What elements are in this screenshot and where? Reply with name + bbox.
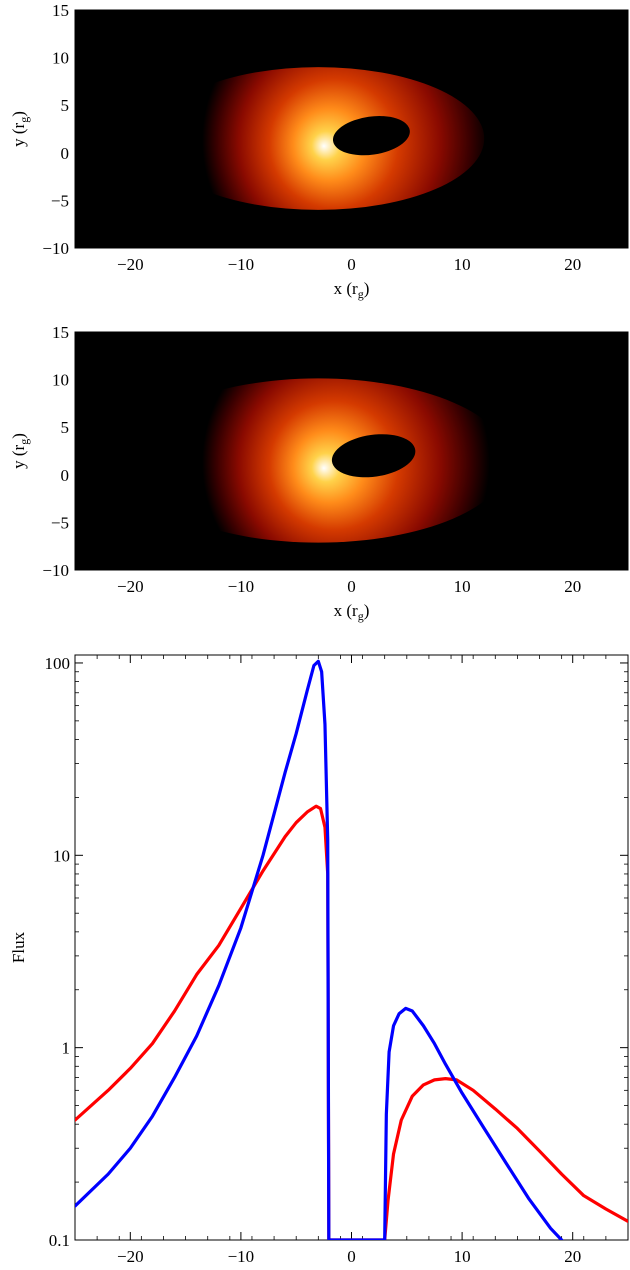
x-tick-label: 0 xyxy=(347,577,356,596)
y-tick-label: 0.1 xyxy=(49,1231,70,1250)
x-axis-label-close: ) xyxy=(364,601,370,620)
x-tick-label: 20 xyxy=(564,577,581,596)
y-axis-label-sub: g xyxy=(17,439,31,445)
y-tick-label: 0 xyxy=(61,466,70,485)
y-axis-label-text: y (r xyxy=(9,122,28,146)
x-axis-label-close: ) xyxy=(364,279,370,298)
y-axis-label-close: ) xyxy=(9,433,28,439)
y-tick-label: 10 xyxy=(52,49,69,68)
emission-glow xyxy=(152,67,485,210)
x-axis-label-sub: g xyxy=(358,609,364,623)
y-axis-label-text: Flux xyxy=(9,931,28,963)
y-axis-label: y (rg) xyxy=(9,433,31,469)
x-tick-label: −20 xyxy=(117,1247,144,1266)
axes-frame xyxy=(74,654,629,1241)
y-tick-label: 5 xyxy=(61,96,70,115)
x-tick-label: 10 xyxy=(454,577,471,596)
y-axis-label: Flux xyxy=(9,931,28,963)
y-tick-label: 15 xyxy=(52,1,69,20)
x-tick-label: 20 xyxy=(564,1247,581,1266)
y-axis-label-text: y (r xyxy=(9,444,28,468)
y-axis-label-close: ) xyxy=(9,111,28,117)
x-axis-label-sub: g xyxy=(358,287,364,301)
x-tick-label: −20 xyxy=(117,577,144,596)
black-hole-shadow xyxy=(332,116,410,156)
y-axis-label: y (rg) xyxy=(9,111,31,147)
y-axis-label-sub: g xyxy=(17,117,31,123)
x-axis-label-text: x (r xyxy=(334,601,358,620)
black-hole-shadow xyxy=(331,434,416,478)
series-line-blue xyxy=(75,659,564,1240)
x-tick-label: 20 xyxy=(564,255,581,274)
series-line-red xyxy=(75,804,628,1240)
y-tick-label: −5 xyxy=(51,191,69,210)
y-tick-label: 10 xyxy=(53,846,70,865)
x-axis-label: x (rg) xyxy=(334,601,370,623)
x-tick-label: 0 xyxy=(347,1247,356,1266)
y-tick-label: −10 xyxy=(42,561,69,580)
series-group xyxy=(75,659,628,1240)
y-tick-label: −10 xyxy=(42,239,69,258)
x-axis-label: x (rg) xyxy=(334,279,370,301)
y-tick-label: 10 xyxy=(52,371,69,390)
x-tick-label: 10 xyxy=(454,255,471,274)
emission-image xyxy=(127,378,510,543)
x-tick-label: −10 xyxy=(228,577,255,596)
x-tick-label: −20 xyxy=(117,255,144,274)
x-tick-label: 0 xyxy=(347,255,356,274)
emission-image xyxy=(152,67,485,210)
x-tick-label: −10 xyxy=(228,1247,255,1266)
y-tick-label: 0 xyxy=(61,144,70,163)
y-tick-label: 1 xyxy=(62,1039,71,1058)
y-tick-label: 15 xyxy=(52,323,69,342)
x-axis-label-text: x (r xyxy=(334,279,358,298)
x-tick-label: −10 xyxy=(228,255,255,274)
emission-glow xyxy=(127,378,510,543)
x-tick-label: 10 xyxy=(454,1247,471,1266)
y-tick-label: 100 xyxy=(45,654,71,673)
y-tick-label: −5 xyxy=(51,513,69,532)
y-tick-label: 5 xyxy=(61,418,70,437)
